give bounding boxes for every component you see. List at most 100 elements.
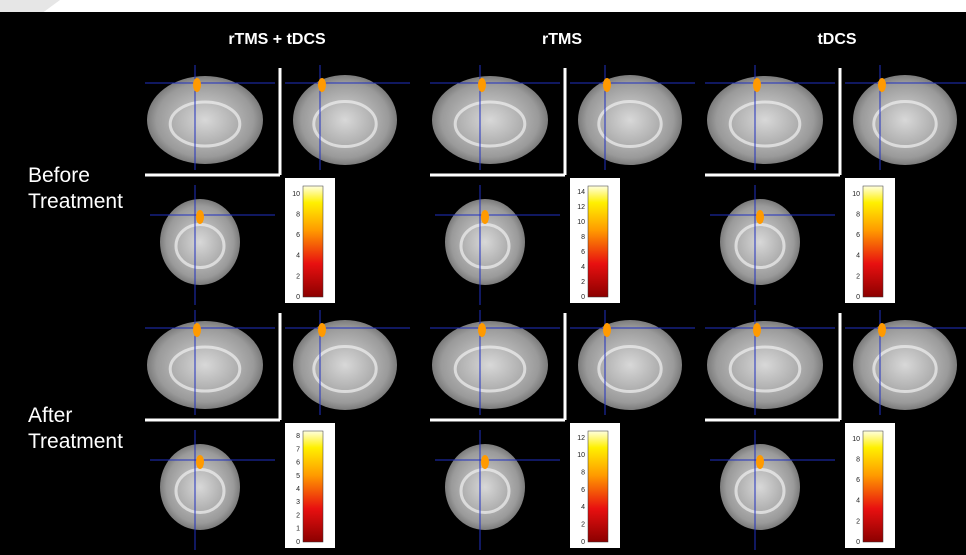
brain-fold [728, 100, 802, 148]
colorbar-tick-label: 4 [856, 253, 860, 260]
activation [196, 210, 204, 224]
brain-slice [720, 199, 800, 285]
brain-slice [578, 320, 682, 410]
brain-slice [293, 75, 397, 165]
colorbar-tick-label: 2 [296, 273, 300, 280]
colorbar-tick-label: 0 [581, 294, 585, 301]
colorbar-tick-label: 4 [296, 253, 300, 260]
brain-fold [174, 468, 226, 514]
activation [478, 78, 486, 92]
colorbar-tick-label: 1 [296, 526, 300, 533]
colorbar-tick-label: 0 [856, 539, 860, 546]
colorbar [587, 185, 609, 298]
brain-fold [734, 223, 786, 269]
column-title: rTMS + tDCS [228, 31, 326, 48]
activation [756, 210, 764, 224]
colorbar-tick-label: 3 [296, 499, 300, 506]
colorbar-tick-label: 6 [296, 460, 300, 467]
activation [193, 78, 201, 92]
brain-slice [160, 444, 240, 530]
brain-slice [445, 444, 525, 530]
brain-slice [578, 75, 682, 165]
brain-fold [597, 345, 663, 393]
activation [193, 323, 201, 337]
colorbar-tick-label: 7 [296, 446, 300, 453]
activation [481, 210, 489, 224]
colorbar-tick-label: 10 [292, 191, 300, 198]
activation [878, 78, 886, 92]
colorbar [862, 185, 884, 298]
colorbar-tick-label: 2 [581, 522, 585, 529]
brain-slice [445, 199, 525, 285]
brain-slice [707, 321, 823, 409]
colorbar-tick-label: 4 [296, 486, 300, 493]
colorbar-tick-label: 12 [577, 435, 585, 442]
brain-slice [432, 321, 548, 409]
brain-fold [597, 100, 663, 148]
colorbar-tick-label: 0 [856, 294, 860, 301]
colorbar [302, 430, 324, 543]
brain-slice [432, 76, 548, 164]
colorbar [862, 430, 884, 543]
colorbar [302, 185, 324, 298]
colorbar-tick-label: 8 [296, 433, 300, 440]
colorbar-tick-label: 0 [296, 294, 300, 301]
colorbar-tick-label: 12 [577, 204, 585, 211]
colorbar-tick-label: 5 [296, 473, 300, 480]
column-title: rTMS [542, 31, 582, 48]
colorbar-tick-label: 10 [852, 191, 860, 198]
activation [878, 323, 886, 337]
colorbar-tick-label: 8 [581, 234, 585, 241]
colorbar-tick-label: 2 [581, 279, 585, 286]
colorbar-tick-label: 4 [581, 504, 585, 511]
colorbar-tick-label: 0 [581, 539, 585, 546]
activation [481, 455, 489, 469]
brain-slice [853, 75, 957, 165]
activation [756, 455, 764, 469]
colorbar-tick-label: 8 [856, 457, 860, 464]
colorbar [587, 430, 609, 543]
brain-fold [872, 345, 938, 393]
brain-slice [147, 76, 263, 164]
activation [753, 78, 761, 92]
activation [318, 78, 326, 92]
brain-slice [720, 444, 800, 530]
colorbar-tick-label: 10 [577, 219, 585, 226]
colorbar-tick-label: 6 [856, 477, 860, 484]
activation [318, 323, 326, 337]
brain-slice [293, 320, 397, 410]
brain-fold [312, 345, 378, 393]
colorbar-tick-label: 8 [296, 212, 300, 219]
brain-fold [174, 223, 226, 269]
colorbar-tick-label: 6 [856, 232, 860, 239]
colorbar-tick-label: 2 [856, 273, 860, 280]
colorbar-tick-label: 14 [577, 189, 585, 196]
colorbar-tick-label: 6 [296, 232, 300, 239]
brain-slice [147, 321, 263, 409]
row-label: Before Treatment [28, 164, 123, 213]
brain-fold [728, 345, 802, 393]
activation [603, 323, 611, 337]
colorbar-tick-label: 2 [296, 512, 300, 519]
brain-fold [459, 223, 511, 269]
brain-fold [872, 100, 938, 148]
brain-fold [168, 345, 242, 393]
brain-fold [453, 345, 527, 393]
brain-fold [459, 468, 511, 514]
brain-fold [312, 100, 378, 148]
colorbar-tick-label: 4 [581, 264, 585, 271]
row-label: After Treatment [28, 404, 123, 453]
activation [478, 323, 486, 337]
brain-fold [734, 468, 786, 514]
activation [603, 78, 611, 92]
colorbar-tick-label: 6 [581, 487, 585, 494]
colorbar-tick-label: 10 [577, 452, 585, 459]
colorbar-tick-label: 8 [856, 212, 860, 219]
colorbar-tick-label: 2 [856, 518, 860, 525]
brain-fold [453, 100, 527, 148]
colorbar-tick-label: 8 [581, 469, 585, 476]
colorbar-tick-label: 0 [296, 539, 300, 546]
brain-slice [707, 76, 823, 164]
